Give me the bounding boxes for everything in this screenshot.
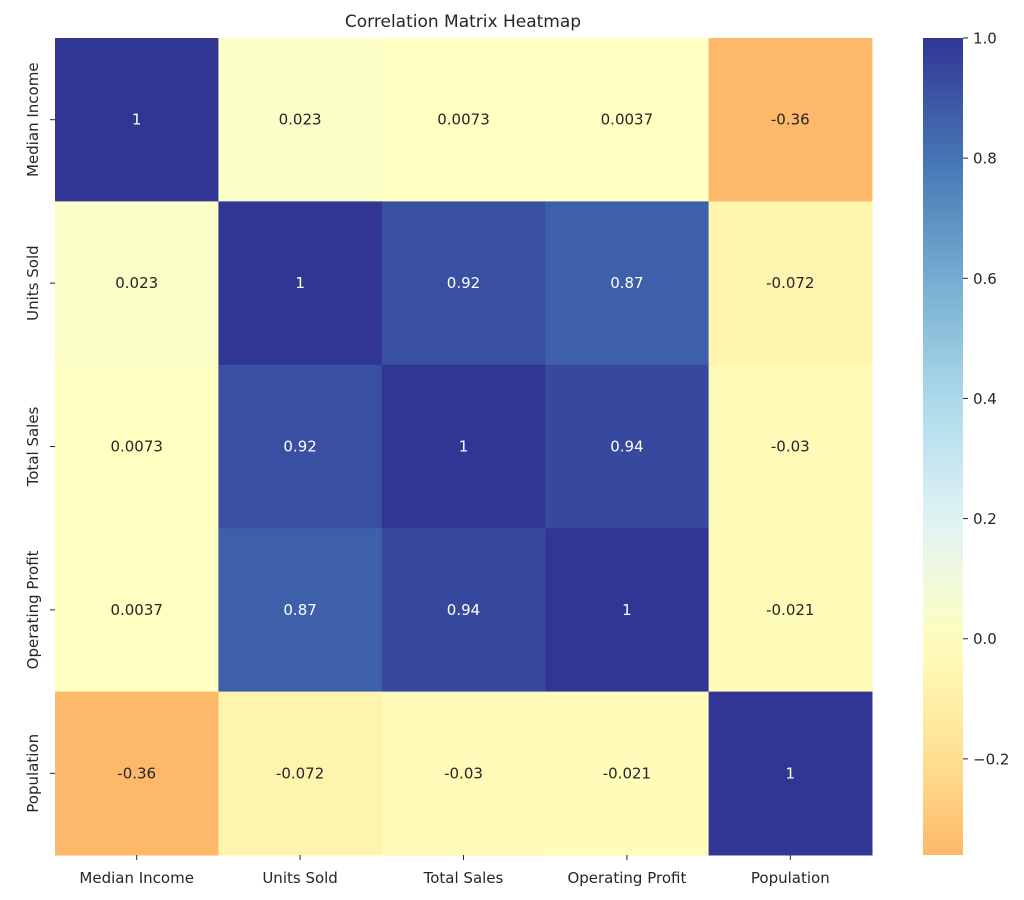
heatmap-cell: [381, 528, 546, 693]
cell-annotation: 0.0073: [437, 111, 490, 129]
heatmap-cell: [708, 528, 873, 693]
cell-annotation: -0.021: [603, 764, 651, 782]
colorbar-tick-label: 0.8: [973, 150, 997, 168]
cell-annotation: 1: [622, 601, 632, 619]
cell-annotation: 0.023: [279, 111, 322, 129]
cell-annotation: 0.023: [115, 274, 158, 292]
heatmap-cell: [218, 528, 383, 693]
colorbar-ticks: 1.0 0.8 0.6 0.4 0.2 0.0 −0.2: [963, 30, 1009, 768]
heatmap-cells: 1 0.023 0.0073 0.0037 -0.36 0.023 1 0.92 0.87 -0.…: [55, 38, 873, 856]
y-axis-labels: Median Income Units Sold Total Sales Operat…: [24, 62, 55, 813]
chart-title: Correlation Matrix Heatmap: [345, 12, 581, 32]
heatmap-cell: [545, 528, 710, 693]
heatmap-cell: [381, 364, 546, 529]
cell-annotation: 0.92: [447, 274, 480, 292]
y-tick-label: Median Income: [24, 62, 42, 177]
cell-annotation: -0.03: [444, 764, 483, 782]
heatmap-cell: [708, 201, 873, 366]
cell-annotation: 1: [786, 764, 796, 782]
heatmap-cell: [381, 201, 546, 366]
y-tick-label: Units Sold: [24, 245, 42, 321]
heatmap-cell: [218, 201, 383, 366]
x-tick-label: Median Income: [79, 869, 194, 887]
colorbar-tick-label: 0.6: [973, 270, 997, 288]
cell-annotation: -0.03: [771, 438, 810, 456]
heatmap-cell: [708, 38, 873, 202]
heatmap-cell: [381, 38, 546, 202]
cell-annotation: 0.92: [283, 438, 316, 456]
colorbar-tick-label: 0.0: [973, 630, 997, 648]
cell-annotation: 1: [132, 111, 142, 129]
x-tick-label: Operating Profit: [567, 869, 686, 887]
colorbar-tick-label: 1.0: [973, 30, 997, 48]
x-tick-label: Total Sales: [423, 869, 504, 887]
colorbar-tick-label: 0.4: [973, 390, 997, 408]
cell-annotation: 0.87: [610, 274, 643, 292]
heatmap-cell: [55, 528, 219, 693]
heatmap-cell: [218, 364, 383, 529]
colorbar: [923, 38, 963, 855]
y-tick-label: Operating Profit: [24, 550, 42, 669]
cell-annotation: 0.0073: [110, 438, 163, 456]
y-tick-label: Population: [24, 734, 42, 813]
cell-annotation: -0.021: [766, 601, 814, 619]
cell-annotation: 0.0037: [601, 111, 654, 129]
heatmap-cell: [708, 691, 873, 856]
x-axis-labels: Median Income Units Sold Total Sales Operat…: [79, 855, 830, 887]
heatmap-cell: [55, 691, 219, 856]
heatmap-cell: [55, 38, 219, 202]
heatmap-cell: [545, 364, 710, 529]
cell-annotation: 0.87: [283, 601, 316, 619]
cell-annotation: 0.94: [447, 601, 480, 619]
heatmap-cell: [545, 38, 710, 202]
heatmap-cell: [545, 201, 710, 366]
colorbar-tick-label: 0.2: [973, 510, 997, 528]
heatmap-cell: [218, 38, 383, 202]
x-tick-label: Population: [751, 869, 830, 887]
heatmap-cell: [55, 201, 219, 366]
cell-annotation: -0.072: [766, 274, 814, 292]
cell-annotation: 0.0037: [110, 601, 163, 619]
heatmap-cell: [708, 364, 873, 529]
heatmap-cell: [381, 691, 546, 856]
cell-annotation: -0.072: [276, 764, 324, 782]
cell-annotation: 0.94: [610, 438, 643, 456]
cell-annotation: 1: [295, 274, 305, 292]
x-tick-label: Units Sold: [262, 869, 338, 887]
cell-annotation: -0.36: [117, 764, 156, 782]
heatmap-cell: [545, 691, 710, 856]
y-tick-label: Total Sales: [24, 406, 42, 487]
heatmap-cell: [55, 364, 219, 529]
cell-annotation: -0.36: [771, 111, 810, 129]
cell-annotation: 1: [459, 438, 469, 456]
heatmap-cell: [218, 691, 383, 856]
colorbar-tick-label: −0.2: [973, 750, 1009, 768]
